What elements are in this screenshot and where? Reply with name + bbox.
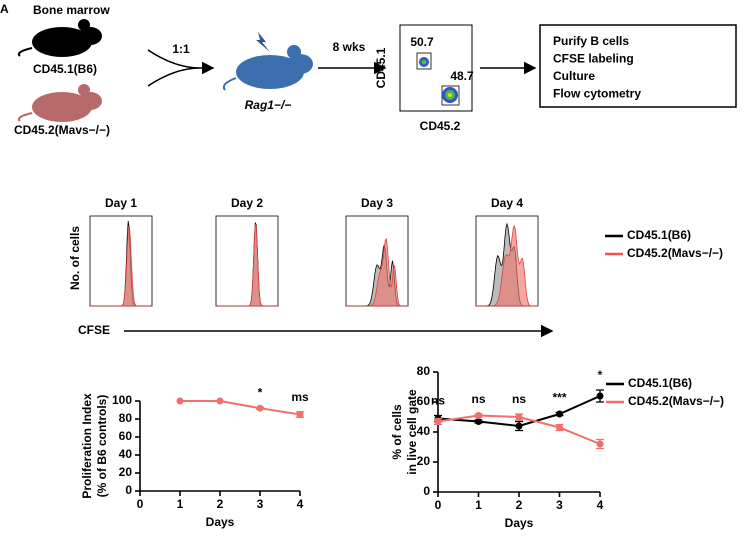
annotation: ns [512, 392, 526, 406]
hist-title: Day 3 [361, 196, 393, 210]
annotation: ns [431, 394, 445, 408]
duration-label: 8 wks [333, 40, 366, 54]
merge-arrow [147, 49, 213, 87]
hist-x-label: CFSE [78, 323, 110, 337]
marker [556, 424, 563, 431]
panel-label: A [0, 2, 9, 16]
y-axis-label: (% of B6 controls) [95, 395, 109, 498]
x-tick-label: 0 [435, 498, 442, 512]
y-tick-label: 60 [417, 394, 431, 408]
y-axis-label: in live cell gate [405, 389, 419, 475]
source-label: Bone marrow [33, 3, 110, 17]
legend-label: CD45.2(Mavs−/−) [627, 246, 723, 260]
y-tick-label: 100 [112, 393, 132, 407]
x-tick-label: 0 [137, 497, 144, 511]
hist-title: Day 4 [491, 196, 523, 210]
mouse-black [17, 19, 102, 57]
y-tick-label: 0 [125, 483, 132, 497]
marker [596, 392, 604, 400]
hist-curve [216, 222, 278, 307]
marker [296, 411, 304, 418]
y-tick-label: 20 [417, 454, 431, 468]
x-axis-label: Days [206, 515, 235, 529]
x-axis-label: Days [505, 516, 534, 530]
flow-x-label: CD45.2 [420, 119, 461, 133]
marker [176, 397, 184, 405]
x-tick-label: 3 [257, 497, 264, 511]
annotation: * [258, 385, 263, 399]
y-tick-label: 60 [119, 429, 133, 443]
x-tick-label: 2 [516, 498, 523, 512]
marker [556, 410, 563, 418]
annotation: ns [471, 392, 485, 406]
x-tick-label: 1 [177, 497, 184, 511]
step-label: CFSE labeling [553, 52, 634, 66]
y-tick-label: 80 [417, 364, 431, 378]
y-tick-label: 40 [119, 447, 133, 461]
y-tick-label: 40 [417, 424, 431, 438]
marker [515, 413, 523, 421]
legend-label: CD45.2(Mavs−/−) [628, 394, 724, 408]
x-tick-label: 2 [217, 497, 224, 511]
y-axis-label: % of cells [390, 404, 404, 460]
hist-curve [90, 220, 152, 307]
hist-frame [89, 215, 153, 307]
annotation: ms [291, 390, 309, 404]
step-label: Culture [553, 69, 595, 83]
marker [596, 440, 604, 448]
ratio-label: 1:1 [172, 42, 190, 56]
flow-plot [399, 24, 473, 112]
annotation: *** [552, 391, 566, 405]
recipient-label: Rag1−/− [245, 98, 292, 112]
x-tick-label: 4 [597, 498, 604, 512]
donor1-label: CD45.1(B6) [33, 62, 97, 76]
hist-title: Day 1 [105, 196, 137, 210]
x-tick-label: 1 [475, 498, 482, 512]
x-tick-label: 3 [556, 498, 563, 512]
x-tick-label: 4 [297, 497, 304, 511]
hist-frame [215, 215, 279, 307]
legend-label: CD45.1(B6) [627, 228, 691, 242]
annotation: * [598, 368, 603, 382]
step-label: Flow cytometry [553, 87, 641, 101]
y-axis-label: Proliferation Index [80, 393, 94, 499]
marker [475, 418, 482, 425]
marker [216, 397, 224, 405]
marker [475, 412, 482, 419]
hist-curve [346, 237, 408, 307]
steps-box [539, 24, 737, 108]
y-tick-label: 80 [119, 411, 133, 425]
series-line [180, 400, 301, 416]
mouse-pink [17, 84, 102, 122]
hist-y-label: No. of cells [68, 226, 82, 290]
marker [256, 404, 264, 412]
hist-title: Day 2 [231, 196, 263, 210]
marker [515, 422, 523, 430]
gate-value: 50.7 [410, 35, 434, 49]
step-label: Purify B cells [553, 34, 629, 48]
hist-curve [216, 224, 278, 307]
y-tick-label: 20 [119, 465, 133, 479]
mouse-blue [222, 32, 313, 91]
hist-curve [90, 225, 152, 307]
hist-curve [476, 224, 538, 307]
legend-label: CD45.1(B6) [628, 376, 692, 390]
donor2-label: CD45.2(Mavs−/−) [14, 123, 110, 137]
marker [434, 418, 442, 425]
flow-y-label: CD45.1 [374, 47, 388, 88]
gate-value: 48.7 [450, 69, 474, 83]
y-tick-label: 0 [423, 484, 430, 498]
